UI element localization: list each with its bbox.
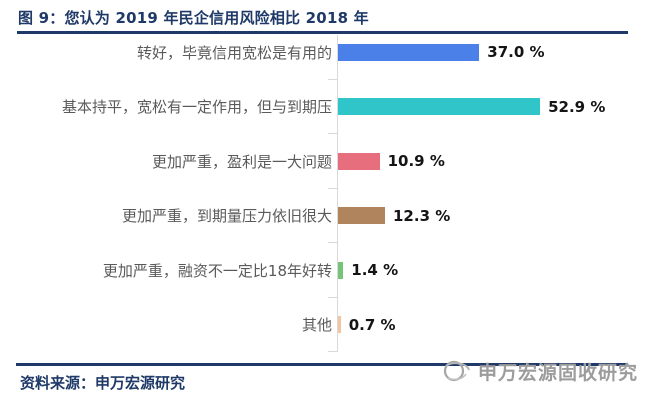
axis-tick	[328, 133, 338, 134]
category-label: 其他	[301, 316, 332, 335]
category-label: 更加严重，到期量压力依旧很大	[121, 207, 332, 226]
bar	[338, 152, 380, 170]
source-note: 资料来源：申万宏源研究	[20, 374, 186, 392]
watermark-text: 申万宏源固收研究	[477, 361, 638, 384]
figure-title: 图 9：您认为 2019 年民企信用风险相比 2018 年	[18, 9, 369, 27]
chart-row: 其他 0.7 %	[0, 298, 646, 352]
footer-rule	[16, 363, 628, 366]
chart-row: 转好，毕竟信用宽松是有用的 37.0 %	[0, 25, 646, 80]
value-label: 52.9 %	[548, 97, 606, 116]
bar-chart: 转好，毕竟信用宽松是有用的 37.0 % 基本持平，宽松有一定作用，但与到期压 52.…	[0, 25, 646, 352]
value-label: 0.7 %	[348, 315, 396, 334]
category-label: 基本持平，宽松有一定作用，但与到期压	[61, 98, 332, 117]
axis-tick	[328, 296, 338, 298]
category-label: 更加严重，盈利是一大问题	[151, 152, 332, 171]
bar	[338, 43, 480, 61]
chart-row: 基本持平，宽松有一定作用，但与到期压 52.9 %	[0, 80, 646, 134]
chart-row: 更加严重，到期量压力依旧很大 12.3 %	[0, 189, 646, 243]
sws-logo-icon	[443, 360, 470, 382]
value-label: 12.3 %	[393, 206, 451, 225]
category-label: 转好，毕竟信用宽松是有用的	[136, 43, 332, 62]
bar	[338, 207, 385, 225]
value-label: 37.0 %	[487, 43, 545, 62]
title-underline-rule	[17, 31, 628, 34]
category-axis-line	[337, 35, 338, 352]
bar	[338, 261, 344, 279]
axis-tick	[328, 351, 338, 352]
bar	[338, 316, 341, 334]
value-label: 10.9 %	[387, 152, 445, 171]
bar	[338, 98, 541, 116]
value-label: 1.4 %	[351, 261, 399, 280]
watermark: 申万宏源固收研究	[441, 355, 638, 387]
axis-tick	[328, 242, 338, 243]
chart-row: 更加严重，盈利是一大问题 10.9 %	[0, 134, 646, 189]
axis-tick	[328, 187, 338, 189]
category-label: 更加严重，融资不一定比18年好转	[102, 261, 332, 280]
axis-tick	[328, 78, 338, 80]
chart-row: 更加严重，融资不一定比18年好转 1.4 %	[0, 243, 646, 298]
